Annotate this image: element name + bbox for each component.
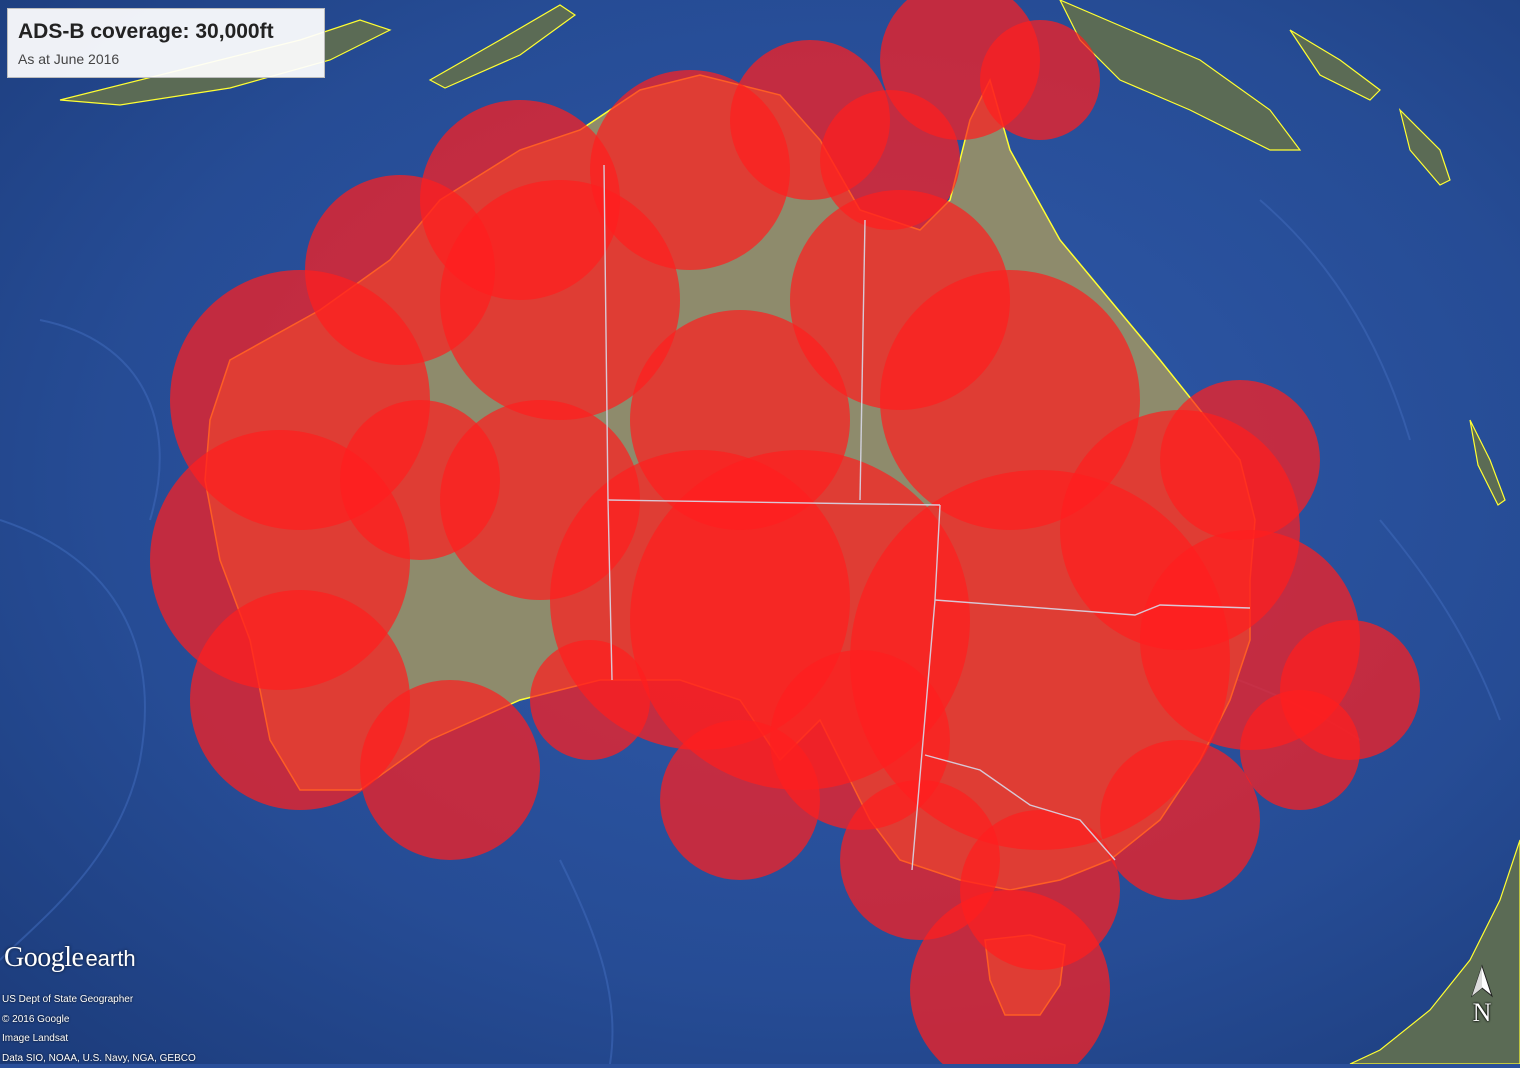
coverage-circle [1100, 740, 1260, 900]
attribution: US Dept of State Geographer © 2016 Googl… [2, 990, 196, 1068]
coverage-circle [1160, 380, 1320, 540]
attribution-line: © 2016 Google [2, 1010, 196, 1030]
north-arrow-icon [1466, 964, 1498, 1000]
coverage-circle [530, 640, 650, 760]
coverage-circle [1240, 690, 1360, 810]
logo-product: earth [85, 946, 135, 971]
coverage-circle [340, 400, 500, 560]
google-earth-logo: Googleearth [4, 942, 136, 974]
coverage-circle [980, 20, 1100, 140]
logo-brand: Google [4, 942, 83, 973]
map-subtitle: As at June 2016 [18, 51, 314, 67]
title-box: ADS-B coverage: 30,000ft As at June 2016 [7, 8, 325, 78]
compass[interactable]: N [1466, 964, 1498, 1030]
compass-label: N [1466, 998, 1498, 1028]
map-title: ADS-B coverage: 30,000ft [18, 19, 314, 45]
coverage-circle [360, 680, 540, 860]
attribution-line: Data SIO, NOAA, U.S. Navy, NGA, GEBCO [2, 1049, 196, 1068]
attribution-line: US Dept of State Geographer [2, 990, 196, 1010]
attribution-line: Image Landsat [2, 1029, 196, 1049]
